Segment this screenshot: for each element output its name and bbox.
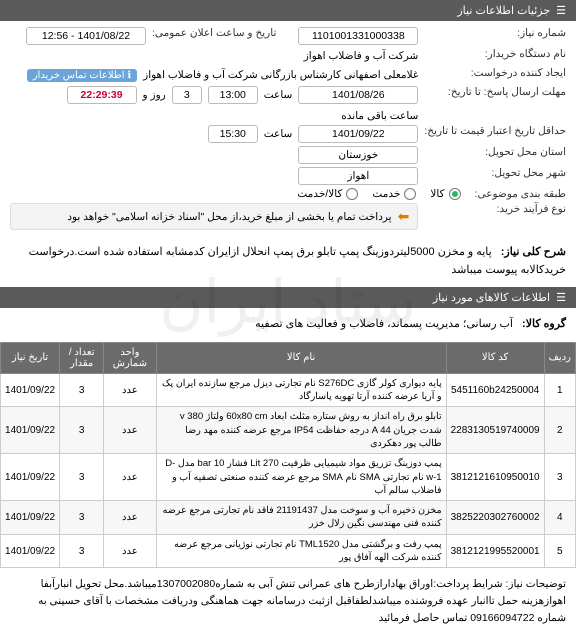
- deadline-time: 13:00: [208, 86, 258, 104]
- col-header: تاریخ نیاز: [1, 342, 60, 373]
- deadline-date: 1401/08/26: [298, 86, 418, 104]
- process-note: پرداخت تمام یا بخشی از مبلغ خرید،از محل …: [67, 211, 391, 223]
- validity-label: حداقل تاریخ اعتبار قیمت تا تاریخ:: [424, 125, 566, 143]
- table-row: 53812121995520001پمپ رفت و برگشتی مدل TM…: [1, 534, 576, 568]
- footer-text: شرایط پرداخت:اوراق بهادارازطرح های عمران…: [38, 578, 566, 624]
- class-label: طبقه بندی موضوعی:: [475, 188, 566, 200]
- city-value: اهواز: [298, 167, 418, 185]
- city-label: شهر محل تحویل:: [424, 167, 566, 185]
- table-row: 33812121610950010پمپ دوزینگ تزریق مواد ش…: [1, 454, 576, 501]
- list-icon: ☰: [556, 291, 566, 304]
- need-no-label: شماره نیاز:: [424, 27, 566, 45]
- announce-value: 1401/08/22 - 12:56: [26, 27, 146, 45]
- process-label: نوع فرآیند خرید:: [424, 203, 566, 230]
- buyer-value: شرکت آب و فاضلاب اهواز: [10, 48, 418, 64]
- deadline-label: مهلت ارسال پاسخ: تا تاریخ:: [424, 86, 566, 122]
- col-header: تعداد / مقدار: [60, 342, 104, 373]
- table-row: 15451160b24250004پایه دیواری کولر گازی S…: [1, 373, 576, 407]
- province-value: خوزستان: [298, 146, 418, 164]
- countdown: 22:29:39: [67, 86, 137, 104]
- info-icon: ℹ: [127, 70, 131, 81]
- table-row: 22283130519740009تابلو برق راه انداز به …: [1, 407, 576, 454]
- group-value: آب رسانی؛ مدیریت پسماند، فاضلاب و فعالیت…: [255, 318, 513, 330]
- remain-days: 3: [172, 86, 202, 104]
- need-no-value: 1101001331000338: [298, 27, 418, 45]
- class-opt-0[interactable]: کالا: [430, 188, 460, 200]
- details-header: ☰ جزئیات اطلاعات نیاز: [0, 0, 576, 21]
- announce-label: تاریخ و ساعت اعلان عمومی:: [152, 27, 276, 45]
- desc-title-label: شرح کلی نیاز:: [501, 246, 566, 258]
- creator-label: ایجاد کننده درخواست:: [424, 67, 566, 83]
- province-label: استان محل تحویل:: [424, 146, 566, 164]
- buyer-label: نام دستگاه خریدار:: [424, 48, 566, 64]
- validity-time: 15:30: [208, 125, 258, 143]
- col-header: کد کالا: [446, 342, 544, 373]
- list-icon: ☰: [556, 4, 566, 17]
- table-row: 43825220302760002مخزن ذخیره آب و سوخت مد…: [1, 501, 576, 535]
- desc-title: پایه و مخزن 5000لیتردوزینگ پمپ تابلو برق…: [29, 246, 566, 276]
- col-header: نام کالا: [156, 342, 446, 373]
- col-header: واحد شمارش: [104, 342, 156, 373]
- class-opt-1[interactable]: خدمت: [372, 188, 416, 200]
- group-label: گروه کالا:: [522, 318, 566, 330]
- goods-header: ☰ اطلاعات کالاهای مورد نیاز: [0, 287, 576, 308]
- arrow-icon: ⬅: [398, 208, 410, 225]
- col-header: ردیف: [544, 342, 575, 373]
- footer-label: توضیحات نیاز:: [506, 578, 567, 590]
- items-table: ردیفکد کالانام کالاواحد شمارشتعداد / مقد…: [0, 342, 576, 569]
- creator-value: غلامعلی اصفهانی کارشناس بازرگانی شرکت آب…: [143, 67, 418, 83]
- validity-date: 1401/09/22: [298, 125, 418, 143]
- header-title: جزئیات اطلاعات نیاز: [457, 4, 550, 17]
- contact-tag[interactable]: ℹ اطلاعات تماس خریدار: [27, 69, 137, 82]
- class-opt-2[interactable]: کالا/خدمت: [297, 188, 358, 200]
